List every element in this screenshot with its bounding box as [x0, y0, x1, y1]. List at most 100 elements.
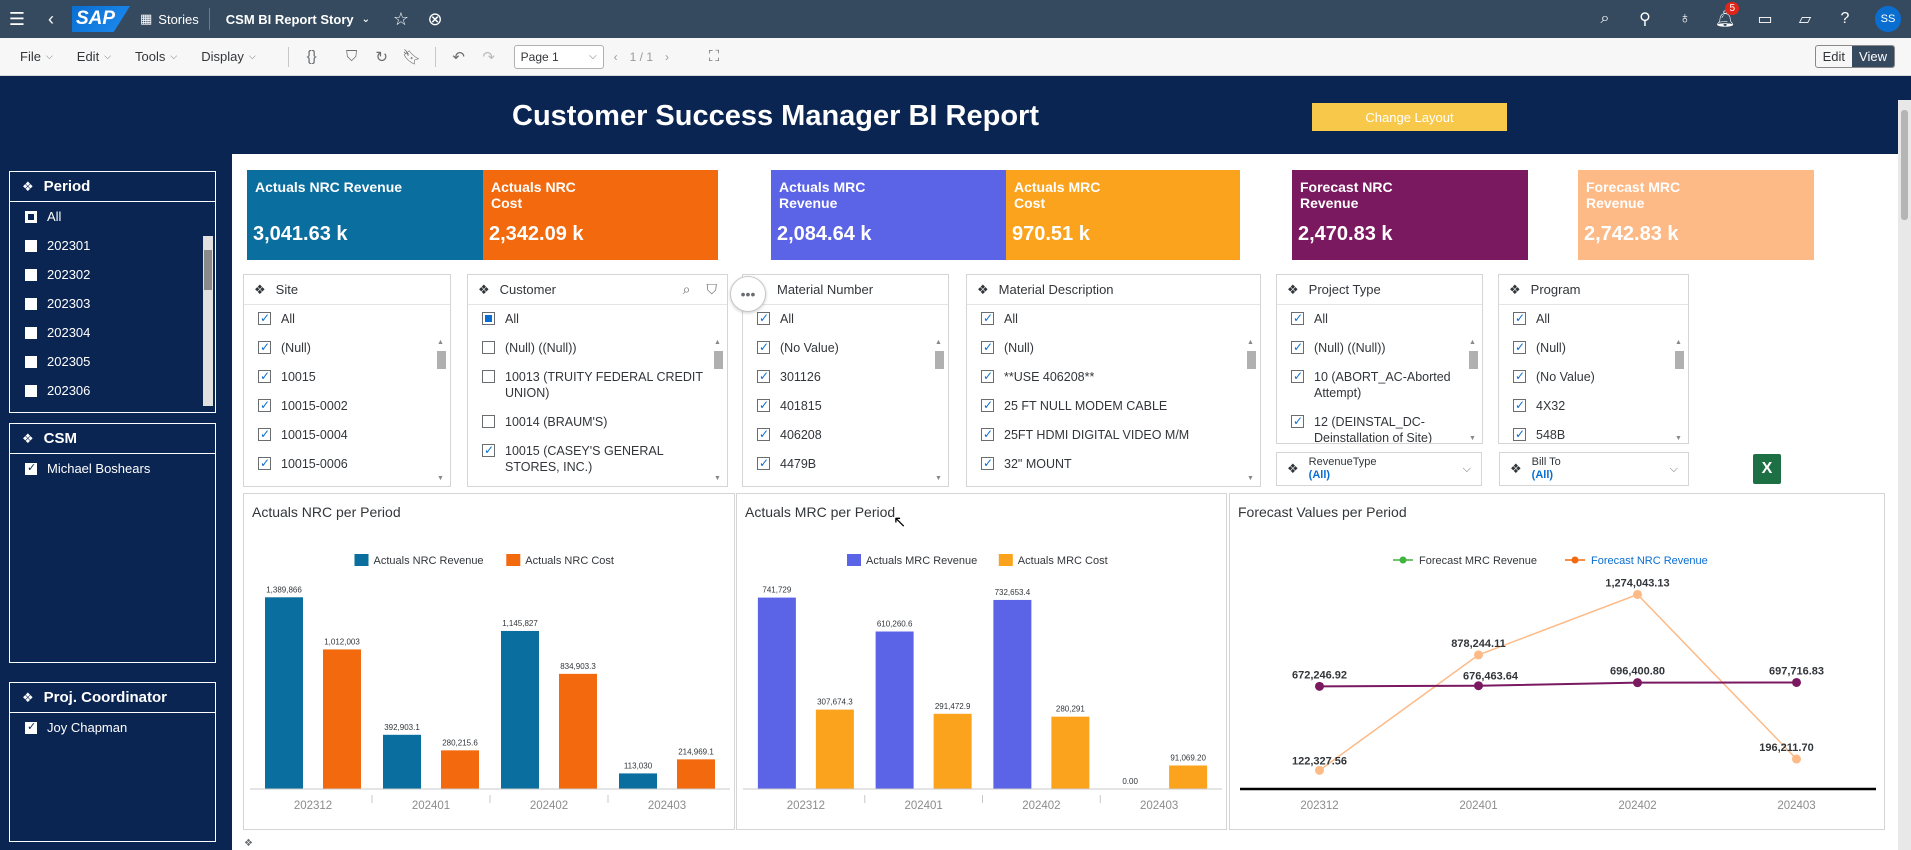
bill-to-dropdown[interactable]: ❖ Bill To (All) ⌵: [1499, 452, 1689, 486]
filter-icon[interactable]: ⛉: [706, 281, 718, 297]
excel-export-icon[interactable]: X: [1753, 454, 1781, 484]
checkbox[interactable]: [25, 210, 37, 223]
list-item[interactable]: 406208: [743, 421, 948, 450]
checkbox[interactable]: [482, 415, 495, 428]
checkbox[interactable]: [482, 442, 495, 458]
checkbox[interactable]: [981, 339, 994, 355]
list-scrollbar[interactable]: ▲ ▼: [1675, 339, 1684, 442]
scroll-down-icon[interactable]: ▼: [714, 475, 721, 482]
page-select[interactable]: Page 1 ⌵: [513, 44, 604, 69]
scrollbar-thumb[interactable]: [1469, 351, 1478, 369]
scroll-up-icon[interactable]: ▲: [714, 339, 721, 346]
checkbox[interactable]: [482, 370, 495, 383]
scroll-up-icon[interactable]: ▲: [437, 339, 444, 346]
scrollbar-thumb[interactable]: [1247, 351, 1256, 369]
list-item[interactable]: All: [1499, 305, 1688, 334]
filter-icon[interactable]: ⛉: [346, 48, 358, 65]
scroll-down-icon[interactable]: ▼: [1675, 435, 1682, 442]
list-item[interactable]: 10013 (TRUITY FEDERAL CREDIT UNION): [468, 363, 727, 408]
checkbox[interactable]: [1513, 397, 1526, 413]
checkbox[interactable]: [757, 368, 770, 384]
checkbox[interactable]: [1291, 339, 1304, 355]
checkbox[interactable]: [25, 297, 37, 310]
period-item[interactable]: 202301: [10, 231, 215, 260]
checkbox[interactable]: [258, 368, 271, 384]
list-item[interactable]: All: [1277, 305, 1482, 334]
scroll-up-icon[interactable]: ▲: [1469, 339, 1476, 346]
list-scrollbar[interactable]: ▲ ▼: [1469, 339, 1478, 442]
kpi-actuals-mrc-cost[interactable]: Actuals MRC Cost 970.51 k: [1006, 170, 1240, 260]
list-item[interactable]: 10015-0002: [244, 392, 450, 421]
checkbox[interactable]: [258, 455, 271, 471]
period-item[interactable]: 202302: [10, 260, 215, 289]
checkbox[interactable]: [25, 326, 37, 339]
lightbulb-icon[interactable]: ♁: [1679, 10, 1691, 27]
checkbox[interactable]: [757, 455, 770, 471]
period-item[interactable]: 202305: [10, 347, 215, 376]
view-mode-button[interactable]: View: [1852, 46, 1894, 67]
checkbox[interactable]: [482, 341, 495, 354]
list-item[interactable]: 32" MOUNT: [967, 450, 1260, 479]
sap-logo[interactable]: SAP: [72, 6, 130, 32]
coordinator-item[interactable]: Joy Chapman: [10, 713, 215, 742]
scroll-up-icon[interactable]: ▲: [1247, 339, 1254, 346]
checkbox[interactable]: [258, 339, 271, 355]
list-item[interactable]: All: [967, 305, 1260, 334]
page-scrollbar[interactable]: [1898, 100, 1911, 850]
checkbox[interactable]: [757, 339, 770, 355]
checkbox[interactable]: [25, 720, 37, 734]
scrollbar-thumb[interactable]: [1901, 110, 1908, 220]
previous-page-icon[interactable]: ‹: [613, 49, 618, 64]
checkbox[interactable]: [25, 268, 37, 281]
help-icon[interactable]: ?: [1840, 10, 1850, 27]
avatar[interactable]: SS: [1875, 6, 1901, 32]
period-scrollbar[interactable]: [203, 236, 213, 406]
checkbox[interactable]: [258, 397, 271, 413]
redo-icon[interactable]: ↷: [482, 48, 495, 66]
checkbox[interactable]: [757, 310, 770, 326]
list-item[interactable]: (Null) ((Null)): [468, 334, 727, 363]
scroll-down-icon[interactable]: ▼: [437, 475, 444, 482]
checkbox[interactable]: [757, 397, 770, 413]
checkbox[interactable]: [981, 310, 994, 326]
list-item[interactable]: 401815: [743, 392, 948, 421]
list-item[interactable]: 25FT HDMI DIGITAL VIDEO M/M: [967, 421, 1260, 450]
checkbox[interactable]: [258, 310, 271, 326]
scroll-down-icon[interactable]: ▼: [1469, 435, 1476, 442]
menu-icon[interactable]: ☰: [8, 8, 26, 29]
list-item[interactable]: 4479B: [743, 450, 948, 479]
checkbox[interactable]: [1513, 310, 1526, 326]
chat-icon[interactable]: ▭: [1757, 11, 1773, 28]
kpi-actuals-nrc-cost[interactable]: Actuals NRC Cost 2,342.09 k: [483, 170, 718, 260]
edit-menu[interactable]: Edit ⌵: [77, 49, 111, 64]
checkbox[interactable]: [258, 426, 271, 442]
list-item[interactable]: 548B: [1499, 421, 1688, 443]
period-item[interactable]: 202304: [10, 318, 215, 347]
checkbox[interactable]: [1291, 368, 1304, 384]
story-title-menu[interactable]: CSM BI Report Story ⌄: [226, 12, 370, 27]
list-item[interactable]: (Null): [967, 334, 1260, 363]
checkbox[interactable]: [25, 384, 37, 397]
next-page-icon[interactable]: ›: [665, 49, 670, 64]
period-item[interactable]: 202306: [10, 376, 215, 405]
checkbox[interactable]: [482, 312, 495, 325]
list-item[interactable]: 10 (ABORT_AC-Aborted Attempt): [1277, 363, 1482, 408]
scroll-up-icon[interactable]: ▲: [935, 339, 942, 346]
close-circle-icon[interactable]: ⊗: [427, 8, 443, 29]
scroll-up-icon[interactable]: ▲: [1675, 339, 1682, 346]
fullscreen-icon[interactable]: ⛶: [708, 48, 720, 65]
checkbox[interactable]: [981, 368, 994, 384]
checkbox[interactable]: [1513, 368, 1526, 384]
list-item[interactable]: (No Value): [1499, 363, 1688, 392]
list-item[interactable]: (Null): [244, 334, 450, 363]
checkbox[interactable]: [1291, 413, 1304, 429]
search-icon[interactable]: ⌕: [682, 281, 691, 297]
checkbox[interactable]: [25, 239, 37, 252]
list-item[interactable]: 10015: [244, 363, 450, 392]
list-scrollbar[interactable]: ▲ ▼: [935, 339, 944, 482]
list-item[interactable]: All: [743, 305, 948, 334]
edit-mode-button[interactable]: Edit: [1822, 49, 1846, 64]
change-layout-button[interactable]: Change Layout: [1312, 103, 1507, 131]
checkbox[interactable]: [25, 461, 37, 475]
file-menu[interactable]: File ⌵: [20, 49, 53, 64]
